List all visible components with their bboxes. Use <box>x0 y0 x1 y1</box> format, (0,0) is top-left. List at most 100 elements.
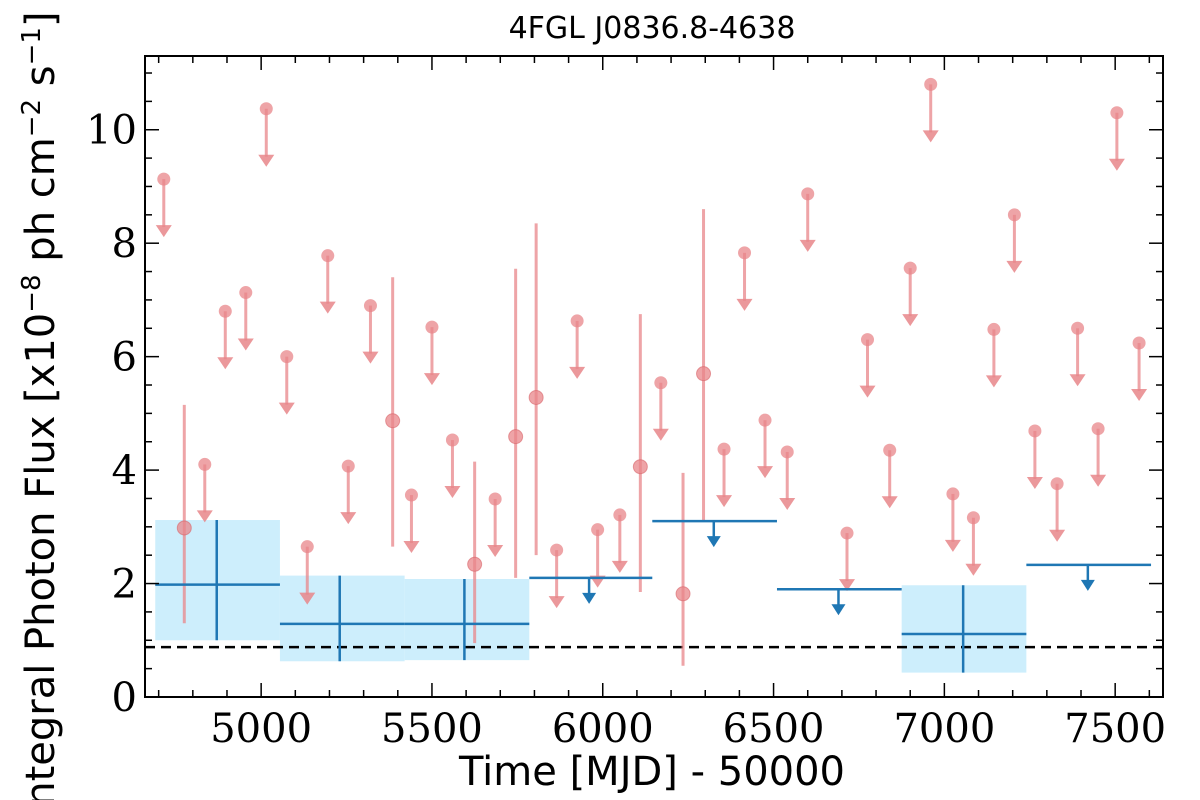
short-bin-upper-limit-arrow <box>652 428 669 441</box>
short-bin-upper-limit-arrow <box>569 366 586 379</box>
short-bin-upper-limit-point <box>591 523 605 537</box>
short-bin-upper-limit-arrow <box>340 512 357 525</box>
short-bin-upper-limit-arrow <box>217 357 234 370</box>
short-bin-upper-limit-arrow <box>965 563 982 576</box>
short-bin-upper-limit-arrow <box>736 298 753 311</box>
y-tick-label: 4 <box>112 448 137 494</box>
short-bin-upper-limit-arrow <box>922 130 939 143</box>
y-tick-label: 0 <box>112 675 137 721</box>
short-bin-upper-limit-arrow <box>1090 474 1107 487</box>
short-bin-upper-limit-arrow <box>548 596 565 609</box>
short-bin-upper-limit-arrow <box>1131 389 1148 402</box>
short-bin-point <box>632 459 648 475</box>
short-bin-upper-limit-arrow <box>799 239 816 252</box>
short-bin-upper-limit-arrow <box>1069 374 1086 387</box>
short-bin-upper-limit-point <box>758 413 772 427</box>
short-bin-upper-limit-point <box>738 246 752 260</box>
long-bin-upper-limit-arrow <box>706 536 721 548</box>
short-bin-upper-limit-point <box>1050 477 1064 491</box>
short-bin-point <box>467 556 483 572</box>
short-bin-point <box>528 389 544 405</box>
long-bin-upper-limit-arrow <box>582 592 597 604</box>
axis-ticks <box>145 56 1163 698</box>
short-bin-upper-limit-point <box>218 304 232 318</box>
short-bin-upper-limit-arrow <box>944 539 961 552</box>
short-bin-upper-limit-point <box>966 511 980 525</box>
short-bin-upper-limit-point <box>654 376 668 390</box>
short-bin-upper-limit-arrow <box>985 375 1002 388</box>
short-bin-upper-limit-arrow <box>779 497 796 510</box>
short-bin-upper-limit-arrow <box>155 225 172 238</box>
short-bin-upper-limit-point <box>883 443 897 457</box>
short-bin-upper-limit-point <box>239 286 253 300</box>
short-bin-upper-limit-arrow <box>487 545 504 558</box>
y-tick-label: 10 <box>86 108 137 154</box>
short-bin-upper-limit-arrow <box>1006 260 1023 273</box>
short-bin-upper-limit-point <box>717 442 731 456</box>
long-bin-points <box>155 519 1152 673</box>
short-bin-upper-limit-point <box>425 320 439 334</box>
short-bin-upper-limit-point <box>903 261 917 275</box>
y-tick-label: 2 <box>112 562 137 608</box>
short-bin-point <box>508 429 524 445</box>
short-bin-points <box>155 77 1148 666</box>
long-bin-upper-limit-arrow <box>1080 579 1095 591</box>
short-bin-upper-limit-point <box>157 172 171 186</box>
short-bin-upper-limit-point <box>840 526 854 540</box>
short-bin-upper-limit-point <box>488 492 502 506</box>
short-bin-upper-limit-point <box>1110 106 1124 120</box>
short-bin-upper-limit-arrow <box>902 314 919 327</box>
short-bin-upper-limit-point <box>404 488 418 502</box>
tick-labels: 5000 5500 6000 6500 7000 7500 0 2 4 6 8 10 <box>86 108 1166 752</box>
short-bin-upper-limit-arrow <box>881 496 898 509</box>
short-bin-point <box>696 366 712 382</box>
x-tick-label: 7500 <box>1064 706 1166 752</box>
y-tick-label: 6 <box>112 335 137 381</box>
x-tick-label: 5500 <box>381 706 483 752</box>
short-bin-point <box>176 520 192 536</box>
plot-frame <box>144 55 1164 698</box>
long-bin-upper-limit-arrow <box>831 604 846 616</box>
short-bin-upper-limit-arrow <box>716 495 733 508</box>
short-bin-upper-limit-point <box>613 508 627 522</box>
short-bin-upper-limit-arrow <box>757 466 774 479</box>
short-bin-upper-limit-arrow <box>362 351 379 364</box>
short-bin-upper-limit-arrow <box>258 154 275 167</box>
short-bin-upper-limit-point <box>780 445 794 459</box>
short-bin-upper-limit-point <box>570 314 584 328</box>
short-bin-upper-limit-arrow <box>859 385 876 398</box>
short-bin-upper-limit-arrow <box>611 560 628 573</box>
short-bin-upper-limit-arrow <box>237 338 254 351</box>
short-bin-upper-limit-arrow <box>403 541 420 554</box>
short-bin-upper-limit-arrow <box>444 486 461 499</box>
short-bin-upper-limit-point <box>801 187 815 201</box>
short-bin-upper-limit-arrow <box>1108 158 1125 171</box>
short-bin-upper-limit-arrow <box>1026 476 1043 489</box>
short-bin-upper-limit-point <box>280 350 294 364</box>
x-tick-label: 6500 <box>723 706 825 752</box>
short-bin-upper-limit-point <box>1091 422 1105 436</box>
short-bin-upper-limit-point <box>259 102 273 116</box>
short-bin-point <box>675 586 691 602</box>
x-tick-label: 6000 <box>552 706 654 752</box>
x-tick-label: 7000 <box>893 706 995 752</box>
short-bin-upper-limit-point <box>946 487 960 501</box>
short-bin-upper-limit-point <box>924 77 938 91</box>
short-bin-upper-limit-point <box>198 457 212 471</box>
short-bin-upper-limit-point <box>550 543 564 557</box>
short-bin-upper-limit-arrow <box>196 510 213 523</box>
short-bin-upper-limit-point <box>363 299 377 313</box>
short-bin-upper-limit-arrow <box>839 579 856 592</box>
short-bin-upper-limit-arrow <box>299 592 316 605</box>
chart-title: 4FGL J0836.8-4638 <box>509 11 796 46</box>
short-bin-upper-limit-point <box>321 249 335 263</box>
short-bin-upper-limit-point <box>987 322 1001 336</box>
x-tick-label: 5000 <box>210 706 312 752</box>
short-bin-upper-limit-arrow <box>319 301 336 314</box>
x-axis-label: Time [MJD] - 50000 <box>458 749 845 795</box>
short-bin-upper-limit-point <box>1007 208 1021 222</box>
short-bin-upper-limit-arrow <box>423 373 440 386</box>
short-bin-upper-limit-point <box>1028 424 1042 438</box>
short-bin-upper-limit-point <box>1071 321 1085 335</box>
